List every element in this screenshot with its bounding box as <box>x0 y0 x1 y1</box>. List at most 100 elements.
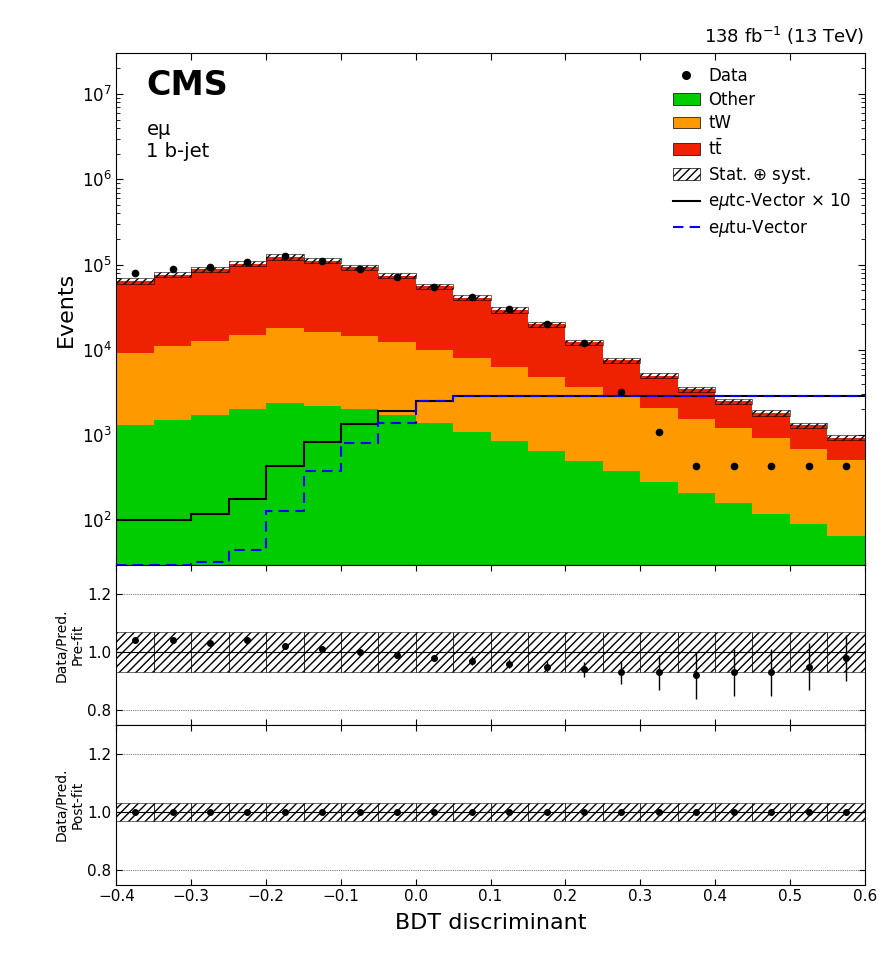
Bar <box>790 423 827 428</box>
Bar <box>603 470 641 972</box>
Bar <box>304 260 341 332</box>
Bar <box>753 413 790 438</box>
Bar <box>528 803 565 820</box>
Bar <box>790 449 827 524</box>
Bar <box>453 295 491 300</box>
Bar <box>116 278 154 284</box>
Bar <box>228 632 266 673</box>
Bar <box>528 376 565 451</box>
Bar <box>603 632 641 673</box>
Bar <box>641 632 677 673</box>
Bar <box>790 632 827 673</box>
Bar <box>677 419 715 493</box>
Bar <box>790 425 827 449</box>
Bar <box>603 398 641 470</box>
Bar <box>304 632 341 673</box>
Bar <box>641 373 677 378</box>
Text: CMS: CMS <box>146 69 228 102</box>
Bar <box>827 460 865 537</box>
Bar <box>641 482 677 972</box>
Bar <box>228 263 266 334</box>
Bar <box>827 435 865 440</box>
Bar <box>154 803 192 820</box>
Bar <box>677 493 715 972</box>
Bar <box>378 632 416 673</box>
Bar <box>341 336 378 409</box>
Bar <box>491 310 528 366</box>
Bar <box>453 803 491 820</box>
Bar <box>116 426 154 972</box>
Bar <box>228 409 266 972</box>
Bar <box>228 261 266 266</box>
Bar <box>192 267 228 272</box>
Bar <box>304 406 341 972</box>
Bar <box>341 265 378 270</box>
Bar <box>228 803 266 820</box>
Y-axis label: Data/Pred.
Pre-fit: Data/Pred. Pre-fit <box>55 608 85 681</box>
Bar <box>192 632 228 673</box>
Bar <box>154 632 192 673</box>
Legend: Data, Other, tW, t$\bar{\rm t}$, Stat. $\oplus$ syst., e$\mu$tc-Vector $\times$ : Data, Other, tW, t$\bar{\rm t}$, Stat. $… <box>668 62 857 244</box>
Bar <box>565 387 603 461</box>
Bar <box>641 408 677 482</box>
Bar <box>341 409 378 972</box>
Bar <box>416 284 453 289</box>
Bar <box>603 358 641 363</box>
Bar <box>753 803 790 820</box>
Bar <box>416 423 453 972</box>
Bar <box>491 632 528 673</box>
Bar <box>603 803 641 820</box>
Bar <box>491 307 528 313</box>
Bar <box>192 341 228 415</box>
Bar <box>677 803 715 820</box>
Bar <box>528 325 565 376</box>
Bar <box>416 350 453 423</box>
Bar <box>790 803 827 820</box>
Bar <box>116 803 154 820</box>
Bar <box>266 255 304 260</box>
Bar <box>453 432 491 972</box>
Bar <box>378 415 416 972</box>
Bar <box>641 375 677 408</box>
Bar <box>528 632 565 673</box>
Bar <box>266 803 304 820</box>
Bar <box>378 273 416 278</box>
Bar <box>677 387 715 392</box>
Bar <box>116 632 154 673</box>
Y-axis label: Events: Events <box>56 271 76 347</box>
Bar <box>491 366 528 441</box>
Bar <box>565 342 603 387</box>
Bar <box>266 402 304 972</box>
Bar <box>416 286 453 350</box>
Bar <box>715 428 753 503</box>
Bar <box>827 437 865 460</box>
Bar <box>304 332 341 406</box>
Bar <box>378 276 416 342</box>
Bar <box>416 803 453 820</box>
Bar <box>753 632 790 673</box>
Bar <box>715 503 753 972</box>
Bar <box>753 438 790 513</box>
Bar <box>641 803 677 820</box>
Bar <box>528 451 565 972</box>
Bar <box>116 353 154 426</box>
Text: 138 fb$^{-1}$ (13 TeV): 138 fb$^{-1}$ (13 TeV) <box>704 25 865 48</box>
Bar <box>228 334 266 409</box>
Bar <box>677 389 715 419</box>
Bar <box>416 632 453 673</box>
Bar <box>827 537 865 972</box>
Bar <box>715 399 753 403</box>
Bar <box>341 632 378 673</box>
Bar <box>677 632 715 673</box>
X-axis label: BDT discriminant: BDT discriminant <box>395 913 586 933</box>
Text: eμ
1 b-jet: eμ 1 b-jet <box>146 120 210 161</box>
Bar <box>453 358 491 432</box>
Bar <box>266 257 304 329</box>
Bar <box>304 259 341 263</box>
Bar <box>378 342 416 415</box>
Bar <box>565 461 603 972</box>
Bar <box>715 803 753 820</box>
Bar <box>790 524 827 972</box>
Bar <box>753 410 790 416</box>
Bar <box>528 322 565 328</box>
